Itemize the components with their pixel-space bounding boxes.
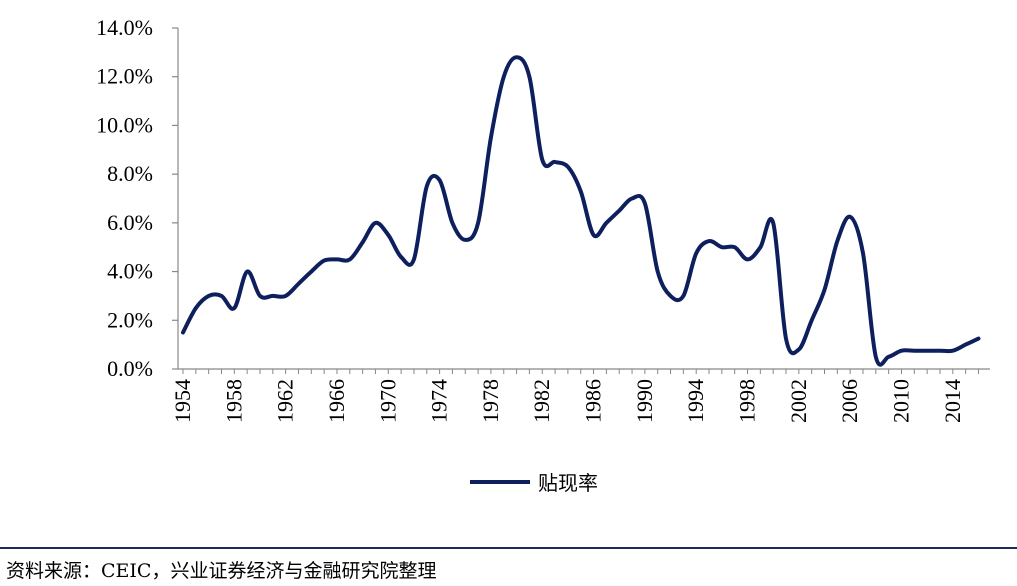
source-divider bbox=[0, 547, 1017, 549]
x-tick-label: 1998 bbox=[735, 379, 760, 423]
legend-label: 贴现率 bbox=[538, 471, 598, 495]
axes bbox=[177, 28, 990, 370]
x-tick-label: 2014 bbox=[940, 379, 965, 423]
x-tick-label: 1986 bbox=[581, 379, 606, 423]
x-tick-label: 1962 bbox=[273, 379, 298, 423]
x-tick-label: 1974 bbox=[427, 379, 452, 423]
line-chart: 0.0% 2.0% 4.0% 6.0% 8.0% 10.0% 12.0% 14.0% 1954… bbox=[96, 15, 990, 495]
legend: 贴现率 bbox=[470, 471, 598, 495]
y-tick-label: 14.0% bbox=[96, 15, 153, 40]
x-tick-label: 1970 bbox=[375, 379, 400, 423]
x-tick-label: 1994 bbox=[683, 379, 708, 423]
x-tick-label: 1954 bbox=[170, 379, 195, 423]
y-axis-ticks: 0.0% 2.0% 4.0% 6.0% 8.0% 10.0% 12.0% 14.0% bbox=[96, 15, 178, 381]
y-tick-label: 4.0% bbox=[107, 259, 153, 284]
x-tick-label: 2006 bbox=[837, 379, 862, 423]
x-tick-label: 2002 bbox=[786, 379, 811, 423]
series-line-discount-rate bbox=[181, 55, 981, 367]
y-tick-label: 6.0% bbox=[107, 210, 153, 235]
source-note: 资料来源：CEIC，兴业证券经济与金融研究院整理 bbox=[6, 560, 437, 582]
x-axis-ticks: 1954 1958 1962 1966 1970 1974 1978 1982 1986 1990… bbox=[170, 369, 979, 423]
y-tick-label: 12.0% bbox=[96, 64, 153, 89]
x-tick-label: 1958 bbox=[221, 379, 246, 423]
y-tick-label: 0.0% bbox=[107, 356, 153, 381]
x-tick-label: 1990 bbox=[632, 379, 657, 423]
y-tick-label: 10.0% bbox=[96, 112, 153, 137]
x-tick-label: 1966 bbox=[324, 379, 349, 423]
x-tick-label: 2010 bbox=[888, 379, 913, 423]
y-tick-label: 8.0% bbox=[107, 161, 153, 186]
y-tick-label: 2.0% bbox=[107, 307, 153, 332]
x-tick-label: 1978 bbox=[478, 379, 503, 423]
x-tick-label: 1982 bbox=[529, 379, 554, 423]
